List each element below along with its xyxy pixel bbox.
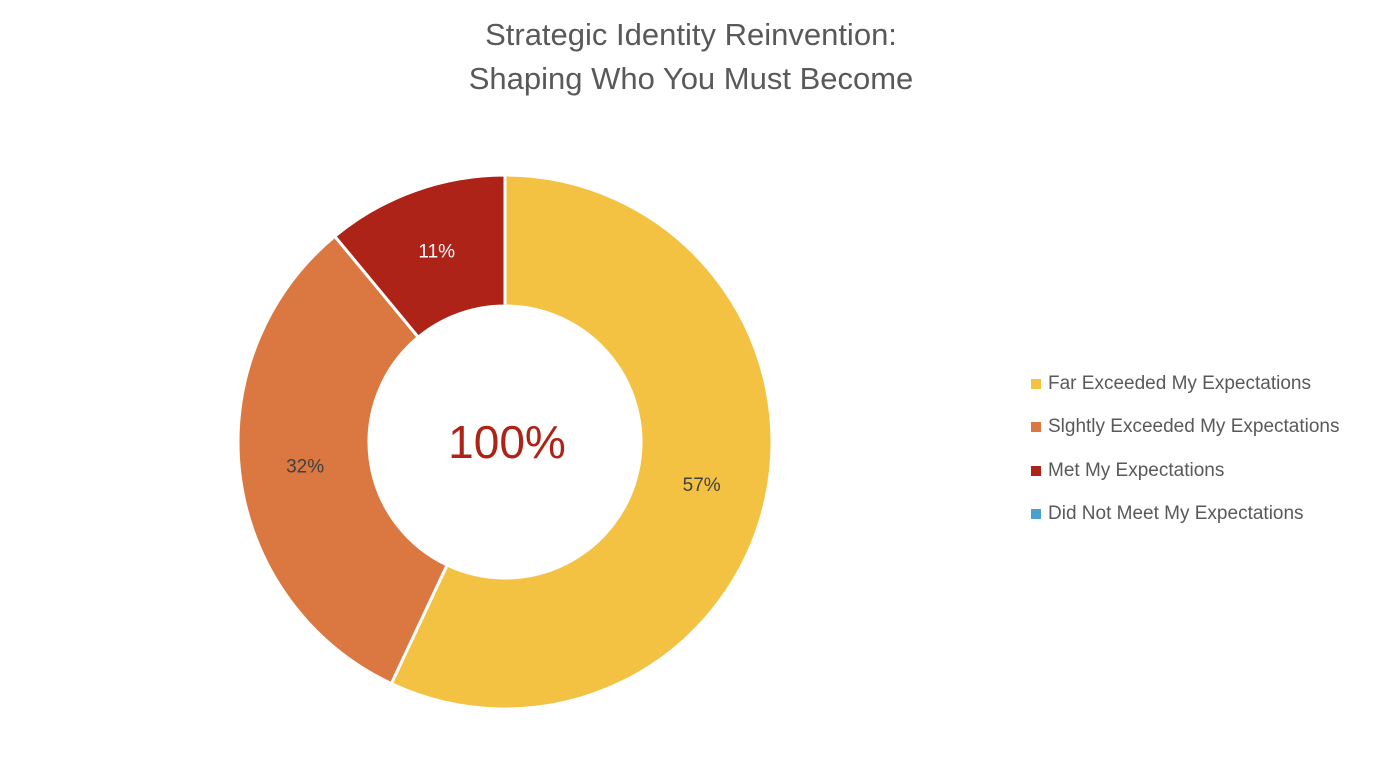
legend-label: Did Not Meet My Expectations: [1048, 503, 1304, 525]
data-label: 32%: [286, 456, 324, 477]
slice-far-exceeded[interactable]: [389, 173, 774, 711]
chart-title: Strategic Identity Reinvention: Shaping …: [0, 13, 1382, 101]
legend-swatch-icon: [1031, 509, 1041, 520]
data-label: 57%: [683, 475, 721, 496]
slice-slightly-exceeded[interactable]: [236, 234, 450, 686]
legend-label: Slghtly Exceeded My Expectations: [1048, 416, 1340, 438]
legend-item-met[interactable]: Met My Expectations: [1031, 449, 1340, 493]
center-total-label: 100%: [448, 416, 566, 468]
donut-slices: [236, 173, 774, 711]
data-label: 11%: [418, 241, 455, 262]
legend: Far Exceeded My Expectations Slghtly Exc…: [1031, 362, 1340, 536]
data-labels: 57% 32% 11%: [286, 241, 721, 496]
legend-swatch-icon: [1031, 422, 1041, 433]
chart-title-line-1: Strategic Identity Reinvention:: [485, 17, 897, 52]
chart-title-line-2: Shaping Who You Must Become: [468, 61, 914, 96]
slice-met[interactable]: [332, 173, 507, 340]
legend-item-did-not-meet[interactable]: Did Not Meet My Expectations: [1031, 493, 1340, 537]
legend-label: Met My Expectations: [1048, 459, 1225, 481]
legend-label: Far Exceeded My Expectations: [1048, 372, 1311, 394]
legend-swatch-icon: [1031, 465, 1041, 476]
legend-item-slightly-exceeded[interactable]: Slghtly Exceeded My Expectations: [1031, 406, 1340, 450]
legend-swatch-icon: [1031, 378, 1041, 389]
legend-item-far-exceeded[interactable]: Far Exceeded My Expectations: [1031, 362, 1340, 406]
